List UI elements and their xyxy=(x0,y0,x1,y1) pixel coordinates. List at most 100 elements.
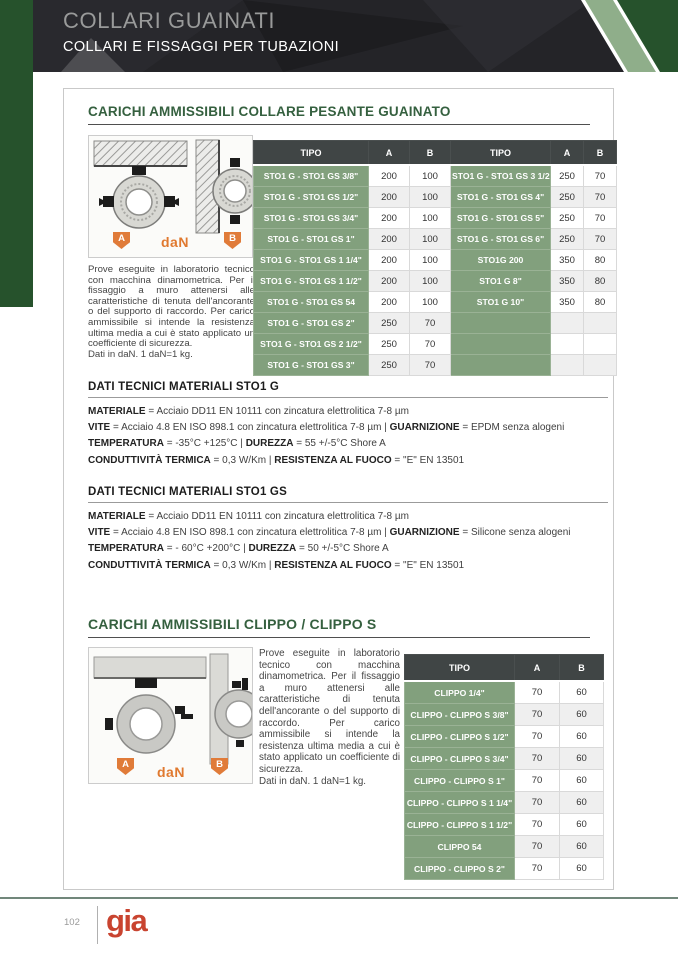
section1-note: Prove eseguite in laboratorio tecnico co… xyxy=(88,264,255,360)
tech-label: MATERIALE xyxy=(88,511,146,522)
loads-table-clippo: TIPO A B CLIPPO 1/4" 70 60 CLIPPO - CLIPPO S 3… xyxy=(404,654,604,880)
value-cell: 200 xyxy=(368,186,410,208)
value-cell: 60 xyxy=(559,813,604,836)
value-cell: 60 xyxy=(559,703,604,726)
section1-header: CARICHI AMMISSIBILI COLLARE PESANTE GUAI… xyxy=(88,104,590,125)
column-header: TIPO xyxy=(450,140,551,166)
tech-label: MATERIALE xyxy=(88,406,146,417)
footer-divider xyxy=(0,897,678,899)
note-text: Prove eseguite in laboratorio tecnico co… xyxy=(88,264,255,350)
table-row: STO1 G - STO1 GS 1 1/2" 200 100 STO1 G 8" 35… xyxy=(253,270,617,292)
table-row: STO1 G - STO1 GS 2" 250 70 xyxy=(253,312,617,334)
section2-header: CARICHI AMMISSIBILI CLIPPO / CLIPPO S xyxy=(88,616,590,638)
type-cell: CLIPPO - CLIPPO S 1 1/2" xyxy=(404,813,515,836)
value-cell xyxy=(583,312,617,334)
value-cell: 70 xyxy=(514,703,560,726)
value-cell xyxy=(583,354,617,376)
note-units: Dati in daN. 1 daN=1 kg. xyxy=(88,348,193,360)
table-row: CLIPPO - CLIPPO S 3/8" 70 60 xyxy=(404,703,604,726)
type-cell: STO1 G - STO1 GS 1" xyxy=(253,228,369,250)
section1-title: CARICHI AMMISSIBILI COLLARE PESANTE GUAI… xyxy=(88,104,451,119)
table-header-row: TIPO A B TIPO A B xyxy=(253,140,617,166)
tech-label: VITE xyxy=(88,527,111,539)
type-cell: STO1 G 8" xyxy=(450,270,551,292)
value-cell: 70 xyxy=(583,164,617,187)
load-direction-b-badge: B xyxy=(224,232,241,249)
value-cell: 70 xyxy=(514,769,560,792)
type-cell: STO1 G - STO1 GS 1/2" xyxy=(253,186,369,208)
table-row: STO1 G - STO1 GS 3/4" 200 100 STO1 G - STO1… xyxy=(253,207,617,229)
tech1-title: DATI TECNICI MATERIALI STO1 G xyxy=(88,381,280,393)
table-row: CLIPPO 54 70 60 xyxy=(404,835,604,858)
value-cell: 200 xyxy=(368,249,410,271)
value-cell: 350 xyxy=(550,249,584,271)
type-cell: CLIPPO - CLIPPO S 1" xyxy=(404,769,515,792)
collar-mounting-figure-1: A daN B xyxy=(88,135,258,258)
table-row: CLIPPO 1/4" 70 60 xyxy=(404,680,604,704)
tech-label: RESISTENZA AL FUOCO xyxy=(274,454,392,466)
tech-value: = EPDM senza alogeni xyxy=(459,422,565,434)
page-number: 102 xyxy=(64,917,80,928)
type-cell: CLIPPO - CLIPPO S 3/4" xyxy=(404,747,515,770)
type-cell: STO1 G - STO1 GS 3 1/2" xyxy=(450,164,551,187)
tech-label: GUARNIZIONE xyxy=(389,527,460,539)
value-cell: 100 xyxy=(409,249,451,271)
value-cell: 250 xyxy=(368,333,410,355)
value-cell: 80 xyxy=(583,249,617,271)
clippo-drawing-icon xyxy=(93,653,264,765)
tech-line: TEMPERATURA = -35°C +125°C | DUREZZA = 5… xyxy=(88,436,608,452)
tech-value: = 0,3 W/Km | xyxy=(210,454,275,466)
type-cell xyxy=(450,333,551,355)
value-cell: 250 xyxy=(550,228,584,250)
load-direction-a-badge: A xyxy=(117,758,134,775)
type-cell: CLIPPO 1/4" xyxy=(404,680,515,704)
type-cell: STO1 G - STO1 GS 2 1/2" xyxy=(253,333,369,355)
tech-value: = Acciaio 4.8 EN ISO 898.1 con zincatura… xyxy=(110,527,390,539)
value-cell: 70 xyxy=(514,725,560,748)
table-row: STO1 G - STO1 GS 3" 250 70 xyxy=(253,354,617,376)
type-cell: STO1G 200 xyxy=(450,249,551,271)
type-cell: STO1 G - STO1 GS 3/8" xyxy=(253,164,369,187)
tech-value: = 55 +/-5°C Shore A xyxy=(293,438,386,450)
type-cell: CLIPPO 54 xyxy=(404,835,515,858)
diagonal-sage-stripe xyxy=(585,0,656,72)
table-row: STO1 G - STO1 GS 1/2" 200 100 STO1 G - STO1… xyxy=(253,186,617,208)
tech-label: GUARNIZIONE xyxy=(389,422,460,434)
value-cell: 70 xyxy=(514,680,560,704)
type-cell: STO1 G - STO1 GS 1 1/2" xyxy=(253,270,369,292)
dan-unit-label: daN xyxy=(161,234,189,250)
tech2-rule xyxy=(88,502,608,503)
tech-line: MATERIALE = Acciaio DD11 EN 10111 con zi… xyxy=(88,404,608,420)
content-panel: CARICHI AMMISSIBILI COLLARE PESANTE GUAI… xyxy=(63,88,617,890)
table-row: STO1 G - STO1 GS 54 200 100 STO1 G 10" 350 80 xyxy=(253,291,617,313)
value-cell: 70 xyxy=(514,747,560,770)
footer-vertical-divider xyxy=(97,906,98,944)
header-decoration xyxy=(33,0,678,72)
tech-data-sto1gs: DATI TECNICI MATERIALI STO1 GS MATERIALE… xyxy=(88,486,608,574)
column-header: B xyxy=(583,140,617,166)
value-cell: 70 xyxy=(583,186,617,208)
tech-line: MATERIALE = Acciaio DD11 EN 10111 con zi… xyxy=(88,509,608,525)
table-row: CLIPPO - CLIPPO S 2" 70 60 xyxy=(404,857,604,880)
table-row: STO1 G - STO1 GS 2 1/2" 250 70 xyxy=(253,333,617,355)
type-cell: STO1 G 10" xyxy=(450,291,551,313)
table-row: CLIPPO - CLIPPO S 1 1/2" 70 60 xyxy=(404,813,604,836)
tech-line: CONDUTTIVITÀ TERMICA = 0,3 W/Km | RESIST… xyxy=(88,558,608,574)
value-cell: 100 xyxy=(409,207,451,229)
value-cell: 250 xyxy=(550,164,584,187)
page-subtitle: COLLARI E FISSAGGI PER TUBAZIONI xyxy=(63,39,340,55)
value-cell: 70 xyxy=(409,333,451,355)
tech-line: VITE = Acciaio 4.8 EN ISO 898.1 con zinc… xyxy=(88,525,608,541)
type-cell: STO1 G - STO1 GS 1 1/4" xyxy=(253,249,369,271)
tech-value: = Silicone senza alogeni xyxy=(459,527,571,539)
table-row: CLIPPO - CLIPPO S 3/4" 70 60 xyxy=(404,747,604,770)
value-cell: 60 xyxy=(559,725,604,748)
value-cell: 100 xyxy=(409,164,451,187)
type-cell: STO1 G - STO1 GS 3/4" xyxy=(253,207,369,229)
value-cell: 350 xyxy=(550,291,584,313)
tech-line: CONDUTTIVITÀ TERMICA = 0,3 W/Km | RESIST… xyxy=(88,453,608,469)
column-header: B xyxy=(559,654,604,682)
table-row: CLIPPO - CLIPPO S 1/2" 70 60 xyxy=(404,725,604,748)
type-cell: CLIPPO - CLIPPO S 3/8" xyxy=(404,703,515,726)
value-cell: 250 xyxy=(368,354,410,376)
